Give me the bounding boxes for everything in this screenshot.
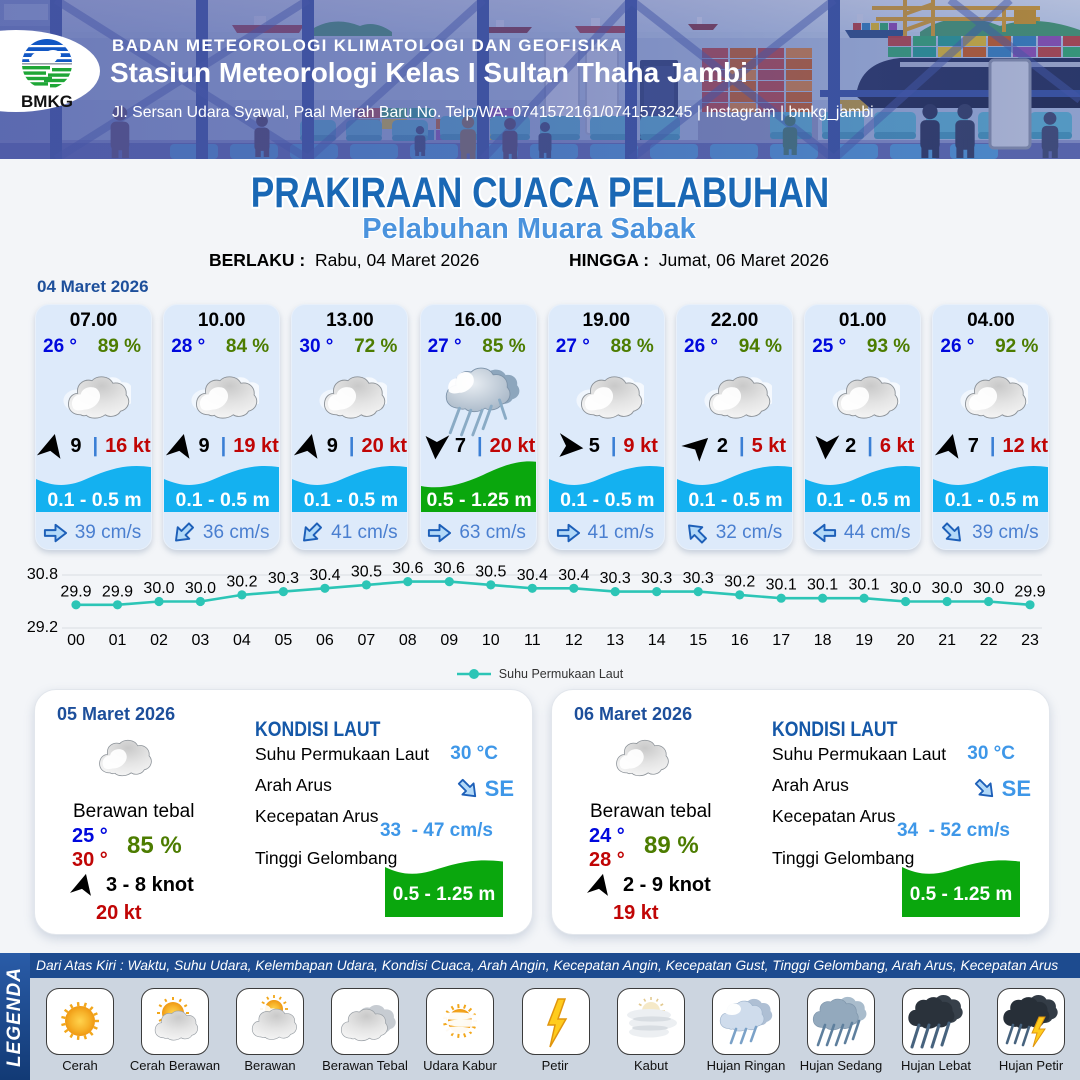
svg-text:12: 12 [565, 632, 583, 649]
svg-text:30.0: 30.0 [143, 580, 174, 597]
svg-text:30.1: 30.1 [807, 577, 838, 594]
svg-text:10: 10 [482, 632, 500, 649]
svg-text:30.3: 30.3 [268, 570, 299, 587]
svg-text:30.2: 30.2 [724, 573, 755, 590]
svg-text:30.0: 30.0 [890, 580, 921, 597]
svg-text:06: 06 [316, 632, 334, 649]
svg-text:30.3: 30.3 [600, 570, 631, 587]
svg-text:30.6: 30.6 [392, 560, 423, 577]
svg-text:30.2: 30.2 [226, 573, 257, 590]
svg-text:08: 08 [399, 632, 417, 649]
svg-text:29.9: 29.9 [60, 583, 91, 600]
svg-text:30.5: 30.5 [351, 563, 382, 580]
svg-text:30.4: 30.4 [517, 567, 548, 584]
svg-text:14: 14 [648, 632, 666, 649]
svg-text:19: 19 [855, 632, 873, 649]
svg-text:00: 00 [67, 632, 85, 649]
svg-text:04: 04 [233, 632, 251, 649]
svg-text:11: 11 [524, 632, 541, 649]
svg-text:03: 03 [192, 632, 210, 649]
svg-text:30.0: 30.0 [932, 580, 963, 597]
svg-text:29.9: 29.9 [102, 583, 133, 600]
svg-text:29.2: 29.2 [27, 619, 58, 636]
svg-text:30.3: 30.3 [641, 570, 672, 587]
svg-text:13: 13 [606, 632, 624, 649]
svg-text:09: 09 [440, 632, 458, 649]
svg-text:30.6: 30.6 [434, 560, 465, 577]
svg-text:30.0: 30.0 [185, 580, 216, 597]
svg-text:30.3: 30.3 [683, 570, 714, 587]
svg-text:21: 21 [938, 632, 956, 649]
svg-text:29.9: 29.9 [1014, 583, 1045, 600]
svg-text:30.0: 30.0 [973, 580, 1004, 597]
svg-text:22: 22 [980, 632, 998, 649]
svg-text:07: 07 [358, 632, 376, 649]
svg-text:23: 23 [1021, 632, 1039, 649]
svg-text:05: 05 [275, 632, 293, 649]
svg-text:30.4: 30.4 [558, 567, 589, 584]
svg-text:20: 20 [897, 632, 915, 649]
svg-text:02: 02 [150, 632, 168, 649]
svg-text:30.1: 30.1 [849, 577, 880, 594]
svg-text:01: 01 [109, 632, 127, 649]
svg-text:18: 18 [814, 632, 832, 649]
svg-text:30.8: 30.8 [27, 566, 58, 583]
svg-text:30.5: 30.5 [475, 563, 506, 580]
svg-text:30.1: 30.1 [766, 577, 797, 594]
svg-text:17: 17 [772, 632, 790, 649]
svg-text:30.4: 30.4 [309, 567, 340, 584]
svg-text:BMKG: BMKG [21, 92, 73, 111]
svg-text:16: 16 [731, 632, 749, 649]
svg-text:15: 15 [689, 632, 707, 649]
